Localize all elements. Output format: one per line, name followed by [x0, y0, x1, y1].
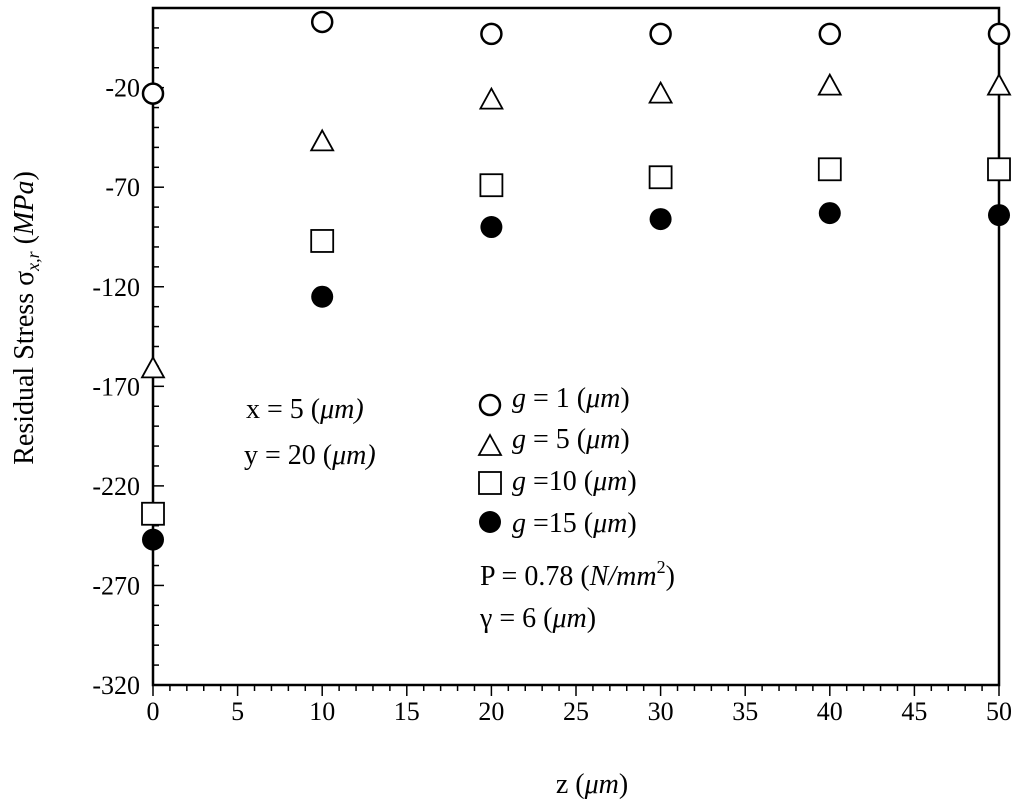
data-point-filled-circle: [649, 208, 672, 231]
y-axis-title: Residual Stress σx,r (MPa): [9, 171, 43, 465]
data-point-open-triangle: [986, 72, 1012, 96]
y-tick-label: -20: [105, 74, 140, 103]
x-tick-label: 30: [648, 697, 674, 726]
data-point-open-circle: [310, 10, 334, 34]
x-tick-label: 10: [309, 697, 335, 726]
data-point-open-square: [479, 173, 504, 198]
data-point-open-triangle: [140, 355, 166, 379]
legend-marker-open-triangle: [477, 433, 503, 456]
data-point-open-triangle: [817, 72, 843, 96]
x-tick-label: 25: [563, 697, 589, 726]
data-point-open-square: [648, 165, 673, 190]
data-point-filled-circle: [311, 285, 334, 308]
data-point-open-triangle: [648, 80, 674, 104]
legend-marker-open-square: [478, 471, 502, 495]
annotation-pressure: P = 0.78 (N/mm2): [480, 557, 675, 592]
legend-marker-filled-circle: [479, 511, 501, 533]
x-tick-label: 40: [817, 697, 843, 726]
data-point-filled-circle: [818, 202, 841, 225]
x-tick-label: 5: [231, 697, 244, 726]
x-tick-label: 0: [147, 697, 160, 726]
data-point-filled-circle: [142, 528, 164, 551]
data-point-open-circle: [818, 22, 842, 46]
x-axis-title: z (μm): [556, 769, 628, 800]
data-markers: [140, 10, 1012, 551]
data-point-open-square: [987, 157, 1011, 182]
data-point-filled-circle: [480, 216, 503, 239]
data-point-open-circle: [480, 22, 503, 46]
legend-marker-open-circle: [478, 393, 502, 417]
x-tick-label: 35: [732, 697, 758, 726]
data-point-open-circle: [649, 22, 672, 46]
legend-label-g1: g = 1 (μm): [512, 383, 630, 414]
x-tick-label: 50: [986, 697, 1012, 726]
x-tick-labels: 0 5 10 15 20 25 30 35 40 45 50: [147, 697, 1013, 726]
y-tick-label: -70: [105, 173, 140, 202]
y-tick-label: -170: [92, 372, 140, 401]
y-tick-label: -270: [92, 571, 140, 600]
data-point-open-circle: [987, 22, 1011, 46]
annotation-gamma: γ = 6 (μm): [479, 603, 596, 634]
data-point-open-circle: [141, 82, 165, 105]
data-point-open-triangle: [478, 86, 504, 110]
annotation-y-param: y = 20 (μm): [244, 440, 376, 471]
data-point-open-square: [141, 501, 165, 526]
legend-label-g5: g = 5 (μm): [512, 424, 630, 455]
annotation-x-param: x = 5 (μm): [246, 394, 364, 425]
data-point-open-triangle: [309, 128, 335, 152]
data-point-open-square: [310, 229, 335, 253]
y-tick-labels: -20 -70 -120 -170 -220 -270 -320: [92, 74, 140, 700]
data-point-open-square: [817, 157, 842, 182]
y-tick-label: -320: [92, 671, 140, 700]
legend-label-g15: g =15 (μm): [512, 508, 637, 539]
data-point-filled-circle: [988, 204, 1010, 227]
legend-label-g10: g =10 (μm): [512, 466, 637, 497]
y-tick-label: -120: [92, 273, 140, 302]
tick-marks: [152, 7, 1000, 696]
x-tick-label: 45: [901, 697, 927, 726]
legend: g = 1 (μm) g = 5 (μm) g =10 (μm) g =15 (…: [477, 383, 637, 539]
x-tick-label: 20: [478, 697, 504, 726]
y-tick-label: -220: [92, 472, 140, 501]
x-tick-label: 15: [394, 697, 420, 726]
